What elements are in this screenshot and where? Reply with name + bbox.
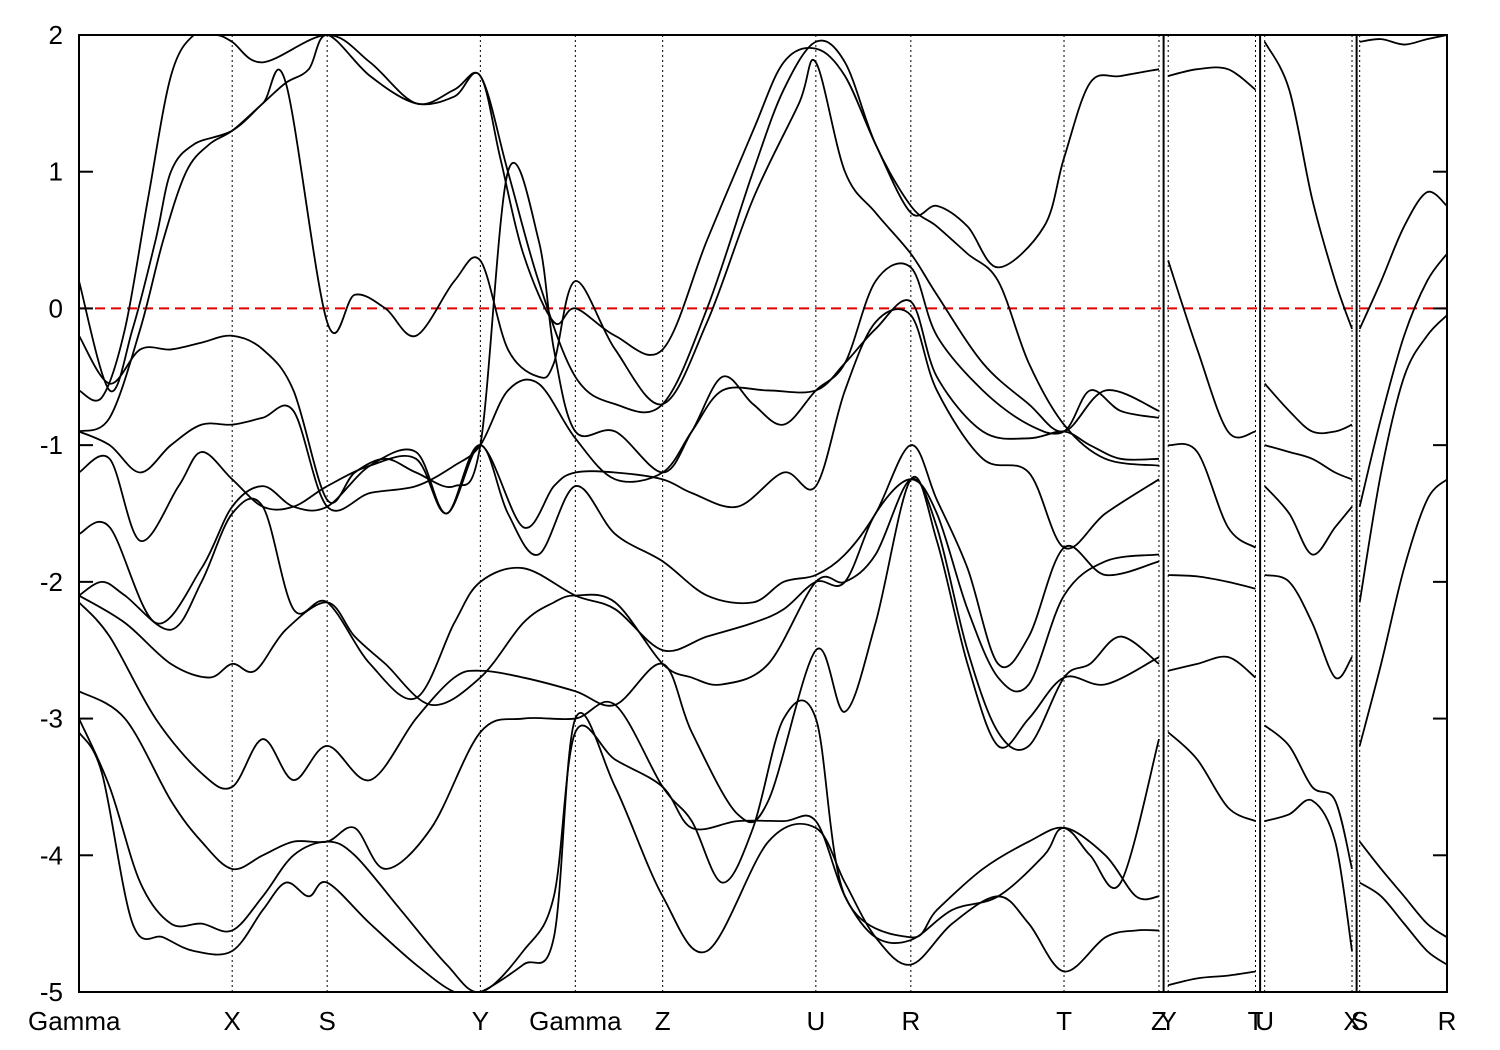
y-tick-label: -4 [40, 840, 63, 870]
y-tick-label: -1 [40, 430, 63, 460]
band-line [79, 475, 1160, 824]
path-break-layer [1162, 35, 1358, 992]
y-tick-label: -3 [40, 704, 63, 734]
x-tick-label: X [1343, 1006, 1360, 1036]
band-line [1167, 260, 1256, 439]
x-tick-label: U [806, 1006, 825, 1036]
plot-frame [78, 34, 1448, 993]
band-line [1167, 970, 1256, 987]
bands-layer [79, 35, 1447, 992]
x-tick-label: Y [472, 1006, 489, 1036]
band-line [79, 718, 1160, 992]
x-tick-label: Y [1160, 1006, 1177, 1036]
band-line [79, 478, 1160, 701]
band-line [79, 59, 1160, 433]
band-line [1264, 724, 1353, 870]
band-line [1264, 574, 1353, 680]
x-tick-label: Gamma [28, 1006, 121, 1036]
band-line [79, 35, 1160, 402]
x-tick-label: T [1248, 1006, 1264, 1036]
y-axis: -5 -4 -3 -2 -1 0 1 2 [40, 20, 1447, 1007]
y-tick-label: 2 [49, 20, 63, 50]
x-tick-label: Gamma [529, 1006, 622, 1036]
band-line [1167, 655, 1257, 679]
x-tick-label: Z [655, 1006, 671, 1036]
band-line [1264, 798, 1353, 952]
band-line [79, 308, 1160, 550]
band-line [1167, 731, 1256, 822]
band-line [79, 477, 1160, 751]
k-point-gridlines [231, 35, 1361, 992]
band-line [79, 299, 1160, 512]
x-tick-label: R [1438, 1006, 1457, 1036]
band-line [1167, 442, 1257, 549]
y-tick-label: 1 [49, 157, 63, 187]
band-line [79, 444, 1160, 669]
band-line [1264, 485, 1353, 556]
band-line [79, 711, 1160, 992]
x-tick-label: U [1255, 1006, 1274, 1036]
x-axis: Gamma X S Y Gamma Z U R T ZY TU XS R [28, 1006, 1456, 1036]
band-line [1358, 841, 1447, 939]
band-line [1264, 383, 1353, 435]
x-tick-label: S [318, 1006, 335, 1036]
band-line [79, 690, 1160, 939]
band-line [1264, 444, 1353, 481]
band-line [1359, 35, 1447, 46]
band-line [1167, 66, 1257, 91]
x-tick-label: R [901, 1006, 920, 1036]
band-line [1358, 190, 1447, 330]
band-line [79, 161, 1160, 504]
y-tick-label: -2 [40, 567, 63, 597]
band-line [1358, 253, 1447, 507]
band-line [1263, 41, 1353, 330]
band-line [1359, 881, 1447, 966]
y-tick-label: 0 [49, 293, 63, 323]
band-line [79, 35, 1160, 467]
x-tick-label: Z [1151, 1006, 1167, 1036]
band-line [1358, 314, 1447, 603]
y-tick-label: -5 [40, 977, 63, 1007]
x-tick-label: T [1056, 1006, 1072, 1036]
band-line [1168, 574, 1256, 590]
band-line [1358, 478, 1447, 747]
x-tick-label: S [1351, 1006, 1368, 1036]
x-tick-label: X [224, 1006, 241, 1036]
